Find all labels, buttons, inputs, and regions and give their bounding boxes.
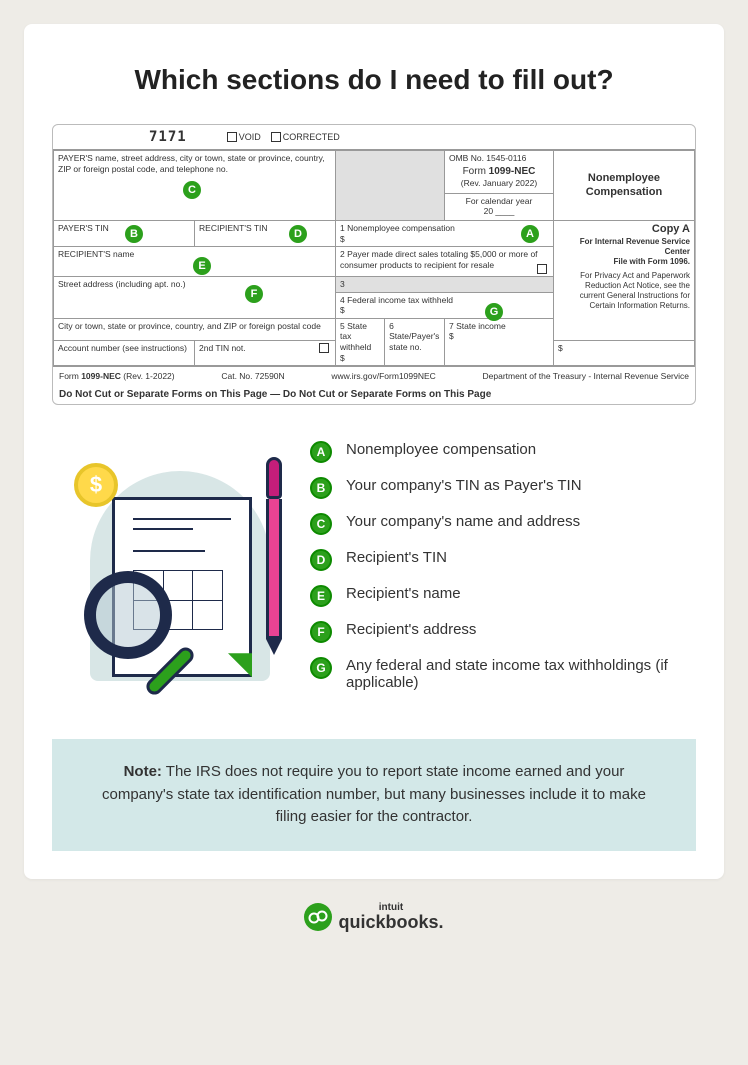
illustration: $ (72, 441, 282, 701)
legend-badge-d: D (310, 549, 332, 571)
badge-d: D (289, 225, 307, 243)
badge-c: C (183, 181, 201, 199)
badge-a: A (521, 225, 539, 243)
cut-warning: Do Not Cut or Separate Forms on This Pag… (53, 385, 695, 404)
legend-text-a: Nonemployee compensation (346, 441, 536, 458)
legend-badge-b: B (310, 477, 332, 499)
legend-text-b: Your company's TIN as Payer's TIN (346, 477, 582, 494)
form-name-inline: 1099-NEC (489, 166, 536, 177)
privacy: For Privacy Act and Paperwork Reduction … (558, 271, 690, 311)
payers-tin: PAYER'S TIN (54, 221, 195, 247)
void-label: VOID (239, 132, 261, 142)
badge-f: F (245, 285, 263, 303)
legend-area: $ A Nonemployee compensation B Your compan… (52, 441, 696, 729)
account-number: Account number (see instructions) (54, 341, 195, 366)
footer-cat: Cat. No. 72590N (221, 371, 284, 381)
legend-badge-f: F (310, 621, 332, 643)
copy-a-sub: For Internal Revenue Service Center (558, 237, 690, 257)
form-title: Nonemployee Compensation (553, 151, 694, 221)
box5: 5 State tax withheld (340, 321, 371, 352)
legend-badge-c: C (310, 513, 332, 535)
copy-a: Copy A (558, 223, 690, 237)
magnifier-icon (84, 571, 172, 659)
page-title: Which sections do I need to fill out? (52, 64, 696, 96)
box4: 4 Federal income tax withheld (340, 295, 453, 305)
legend-text-c: Your company's name and address (346, 513, 580, 530)
city-line: City or town, state or province, country… (54, 318, 336, 341)
legend-badge-g: G (310, 657, 332, 679)
box2: 2 Payer made direct sales totaling $5,00… (340, 249, 538, 270)
street-address: Street address (including apt. no.) (54, 276, 336, 318)
recipients-tin: RECIPIENT'S TIN (195, 221, 336, 247)
rev: (Rev. January 2022) (449, 178, 549, 189)
corrected-label: CORRECTED (283, 132, 340, 142)
brand-footer: intuit quickbooks. (0, 903, 748, 959)
legend-text-e: Recipient's name (346, 585, 461, 602)
infographic-card: Which sections do I need to fill out? 71… (24, 24, 724, 879)
calendar: For calendar year (449, 196, 549, 207)
legend-badge-a: A (310, 441, 332, 463)
box6: 6 State/Payer's state no. (385, 318, 445, 366)
box1: 1 Nonemployee compensation (340, 223, 455, 233)
note-label: Note: (124, 763, 162, 780)
badge-g: G (485, 303, 503, 321)
footer-dept: Department of the Treasury - Internal Re… (483, 371, 689, 381)
second-tin: 2nd TIN not. (199, 343, 246, 353)
coin-icon: $ (74, 463, 118, 507)
legend-list: A Nonemployee compensation B Your company'… (310, 441, 676, 705)
quickbooks-logo-icon (304, 903, 332, 931)
omb: OMB No. 1545-0116 (449, 153, 549, 164)
badge-e: E (193, 257, 211, 275)
box7: 7 State income (449, 321, 506, 331)
payer-block: PAYER'S name, street address, city or to… (58, 153, 325, 174)
brand-quickbooks: quickbooks. (338, 913, 443, 931)
legend-text-g: Any federal and state income tax withhol… (346, 657, 676, 691)
legend-text-f: Recipient's address (346, 621, 476, 638)
box3: 3 (336, 276, 554, 292)
footer-url: www.irs.gov/Form1099NEC (331, 371, 435, 381)
calendar-year: 20 ____ (449, 206, 549, 217)
badge-b: B (125, 225, 143, 243)
file-with: File with Form 1096. (558, 257, 690, 267)
note-text: The IRS does not require you to report s… (102, 763, 646, 825)
form-ocr-code: 7171 (149, 129, 187, 145)
legend-text-d: Recipient's TIN (346, 549, 447, 566)
form-1099-nec: 7171 VOID CORRECTED PAYER'S name, street… (52, 124, 696, 405)
legend-badge-e: E (310, 585, 332, 607)
note-box: Note: The IRS does not require you to re… (52, 739, 696, 851)
